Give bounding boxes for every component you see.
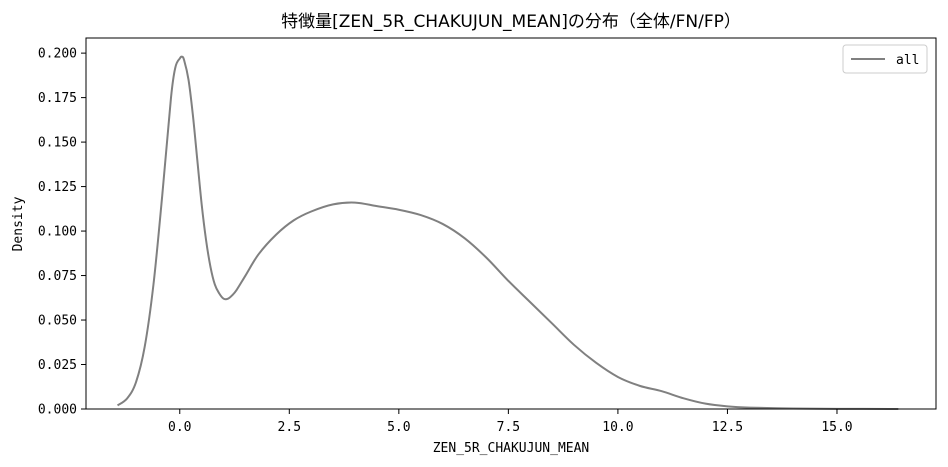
chart-title: 特徴量[ZEN_5R_CHAKUJUN_MEAN]の分布（全体/FN/FP） (281, 12, 741, 32)
y-tick-label: 0.175 (38, 91, 77, 106)
y-tick-label: 0.200 (38, 47, 77, 62)
x-tick-label: 5.0 (387, 420, 410, 435)
x-axis-label: ZEN_5R_CHAKUJUN_MEAN (433, 441, 590, 456)
x-tick-label: 12.5 (712, 420, 743, 435)
y-tick-label: 0.050 (38, 314, 77, 329)
y-tick-label: 0.075 (38, 269, 77, 284)
y-axis: 0.000 0.025 0.050 0.075 0.100 0.125 0.150 0.175… (38, 47, 86, 418)
x-tick-label: 7.5 (497, 420, 520, 435)
legend: all (842, 44, 928, 74)
y-tick-label: 0.100 (38, 225, 77, 240)
x-tick-label: 10.0 (602, 420, 633, 435)
series-line-all (116, 55, 899, 410)
series-lines (116, 55, 899, 410)
y-tick-label: 0.150 (38, 136, 77, 151)
legend-label-all: all (896, 53, 919, 68)
plot-frame (85, 37, 937, 410)
x-axis: 0.0 2.5 5.0 7.5 10.0 12.5 15.0 (168, 409, 853, 435)
y-tick-label: 0.025 (38, 358, 77, 373)
y-axis-label: Density (11, 196, 26, 251)
x-tick-label: 2.5 (278, 420, 301, 435)
y-tick-label: 0.000 (38, 403, 77, 418)
plot-background (86, 38, 936, 409)
x-tick-label: 0.0 (168, 420, 191, 435)
x-tick-label: 15.0 (821, 420, 852, 435)
plot-area (86, 38, 936, 409)
y-tick-label: 0.125 (38, 180, 77, 195)
